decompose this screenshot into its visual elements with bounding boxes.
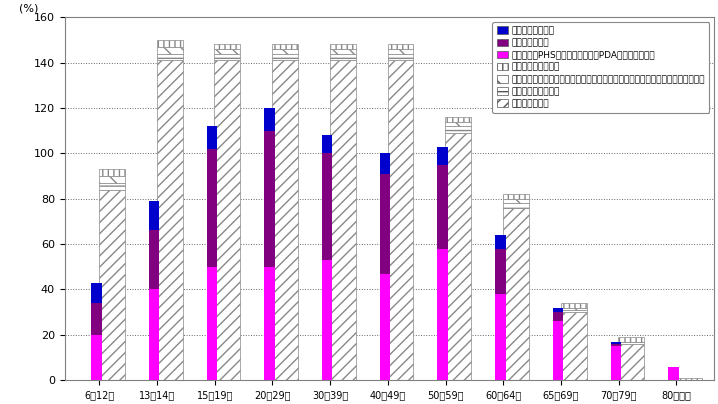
Bar <box>618 341 644 344</box>
Bar <box>610 346 621 380</box>
Bar <box>157 40 182 47</box>
Bar <box>437 165 448 248</box>
Bar <box>264 130 275 267</box>
Bar <box>380 274 390 380</box>
Bar <box>215 44 241 49</box>
Bar <box>437 147 448 165</box>
Bar <box>503 208 529 380</box>
Bar <box>495 248 505 294</box>
Bar <box>388 60 414 380</box>
Bar <box>99 169 125 176</box>
Bar <box>380 154 390 174</box>
Bar <box>618 344 644 380</box>
Bar <box>553 321 563 380</box>
Bar <box>149 289 159 380</box>
Bar <box>445 122 471 126</box>
Bar <box>99 176 125 183</box>
Bar <box>322 260 332 380</box>
Bar <box>157 47 182 54</box>
Bar <box>618 337 644 341</box>
Bar <box>157 54 182 60</box>
Bar <box>215 60 241 380</box>
Bar <box>388 49 414 54</box>
Bar <box>272 44 298 49</box>
Bar <box>495 235 505 248</box>
Bar <box>495 294 505 380</box>
Bar <box>503 199 529 203</box>
Bar <box>388 44 414 49</box>
Bar <box>330 49 356 54</box>
Bar <box>330 44 356 49</box>
Bar <box>91 283 101 303</box>
Bar <box>322 154 332 260</box>
Bar <box>149 230 159 289</box>
Bar <box>610 344 621 346</box>
Bar <box>149 201 159 230</box>
Bar <box>207 149 217 267</box>
Bar <box>561 310 587 312</box>
Bar <box>437 248 448 380</box>
Bar <box>553 307 563 312</box>
Bar <box>272 49 298 54</box>
Bar <box>272 54 298 60</box>
Text: (%): (%) <box>19 4 39 14</box>
Bar <box>264 108 275 130</box>
Bar <box>445 133 471 380</box>
Bar <box>330 54 356 60</box>
Bar <box>99 189 125 380</box>
Bar <box>264 267 275 380</box>
Bar <box>91 303 101 335</box>
Bar <box>388 54 414 60</box>
Bar <box>676 378 702 380</box>
Bar <box>91 335 101 380</box>
Bar <box>561 303 587 307</box>
Bar <box>207 267 217 380</box>
Bar <box>215 49 241 54</box>
Bar <box>157 60 182 380</box>
Legend: タブレット型端末, スマートフォン, 携帯電話（PHS、携帯情報端末（PDA）なども含む）, 利用機器「無回答」, その他（テレビ受信機、インターネット対応型家: タブレット型端末, スマートフォン, 携帯電話（PHS、携帯情報端末（PDA）な… <box>493 22 709 113</box>
Bar <box>553 312 563 321</box>
Bar <box>610 341 621 344</box>
Bar <box>322 135 332 154</box>
Bar <box>207 126 217 149</box>
Bar <box>272 60 298 380</box>
Bar <box>503 203 529 208</box>
Bar <box>215 54 241 60</box>
Bar <box>330 60 356 380</box>
Bar <box>445 117 471 122</box>
Bar <box>99 183 125 189</box>
Bar <box>503 194 529 199</box>
Bar <box>380 174 390 274</box>
Bar <box>561 307 587 310</box>
Bar <box>561 312 587 380</box>
Bar <box>445 126 471 133</box>
Bar <box>668 366 679 380</box>
